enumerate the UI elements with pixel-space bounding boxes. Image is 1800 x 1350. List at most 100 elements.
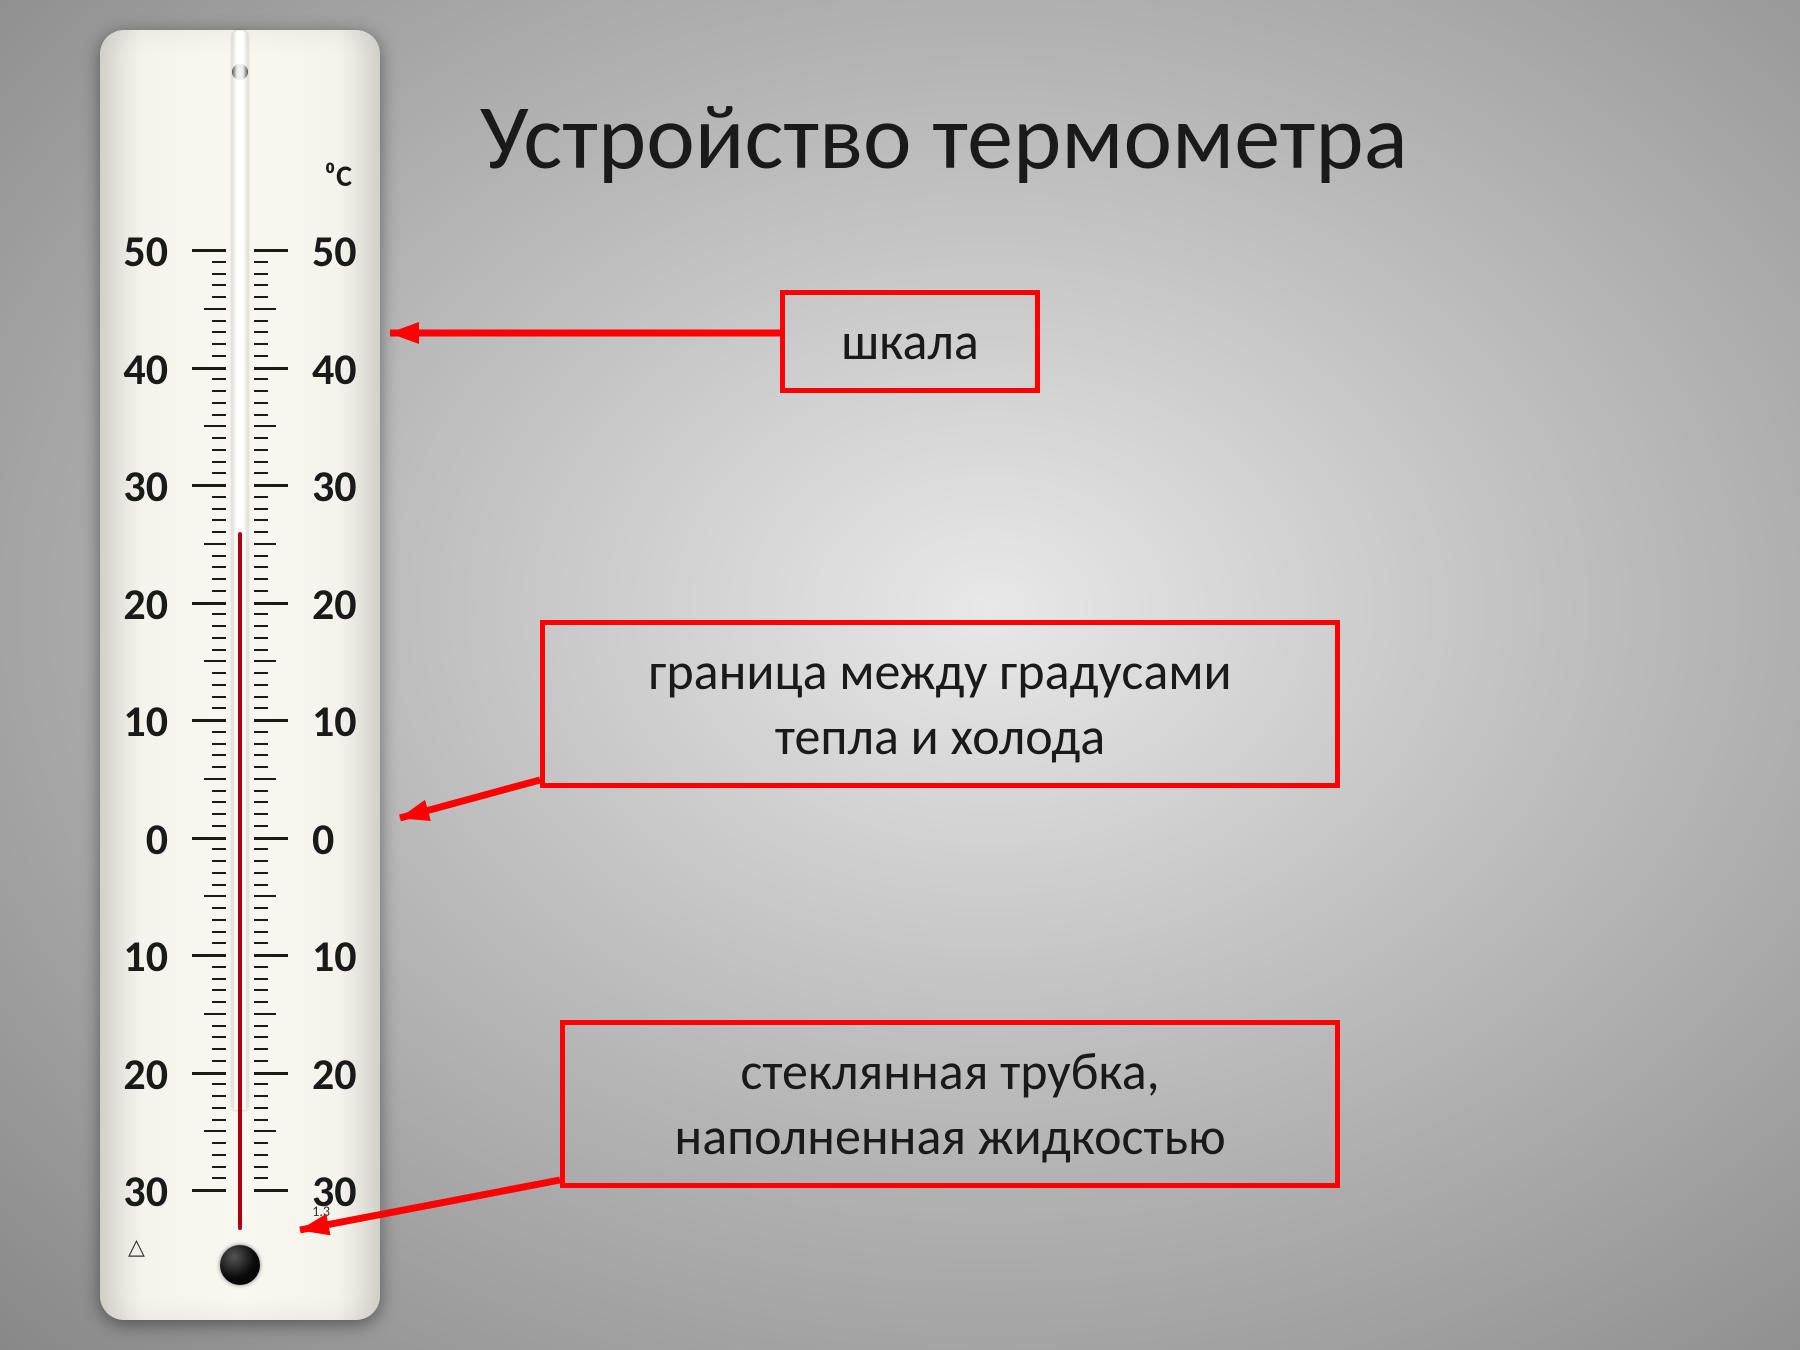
minor-tick [254, 813, 268, 815]
mid-tick [254, 1130, 276, 1132]
major-tick [192, 249, 226, 252]
minor-tick [254, 590, 268, 592]
scale-number: 10 [312, 929, 368, 983]
minor-tick [212, 825, 226, 827]
minor-tick [212, 578, 226, 580]
minor-tick [254, 672, 268, 674]
major-tick [192, 954, 226, 957]
minor-tick [212, 1154, 226, 1156]
minor-tick [212, 1048, 226, 1050]
minor-tick [254, 731, 268, 733]
major-tick [254, 1189, 288, 1192]
scale-number: 40 [112, 342, 168, 396]
minor-tick [254, 378, 268, 380]
minor-tick [254, 848, 268, 850]
minor-tick [254, 907, 268, 909]
minor-tick [254, 1177, 268, 1179]
minor-tick [254, 1083, 268, 1085]
mid-tick [254, 543, 276, 545]
minor-tick [212, 919, 226, 921]
minor-tick [212, 872, 226, 874]
minor-tick [254, 625, 268, 627]
mid-tick [254, 778, 276, 780]
mid-tick [254, 1013, 276, 1015]
minor-tick [254, 1060, 268, 1062]
minor-tick [254, 1154, 268, 1156]
minor-tick [254, 390, 268, 392]
scale-number: 10 [112, 694, 168, 748]
minor-tick [212, 1036, 226, 1038]
mid-tick [204, 425, 226, 427]
scale-number: 50 [112, 224, 168, 278]
mid-tick [204, 543, 226, 545]
major-tick [254, 837, 288, 840]
minor-tick [254, 414, 268, 416]
mid-tick [204, 778, 226, 780]
minor-tick [212, 801, 226, 803]
minor-tick [212, 942, 226, 944]
minor-tick [254, 931, 268, 933]
arrow-zero-boundary [400, 780, 540, 818]
minor-tick [212, 1095, 226, 1097]
thermometer: ⁰C 5050404030302020101000101020203030 △ … [100, 30, 380, 1320]
minor-tick [254, 790, 268, 792]
minor-tick [212, 1142, 226, 1144]
scale-number: 30 [112, 459, 168, 513]
major-tick [192, 1189, 226, 1192]
minor-tick [254, 496, 268, 498]
minor-tick [254, 978, 268, 980]
minor-tick [254, 461, 268, 463]
liquid-column [238, 532, 242, 1230]
minor-tick [254, 860, 268, 862]
minor-tick [254, 801, 268, 803]
mid-tick [204, 1130, 226, 1132]
minor-tick [254, 1001, 268, 1003]
minor-tick [212, 261, 226, 263]
major-tick [192, 484, 226, 487]
scale-number: 20 [112, 1047, 168, 1101]
mid-tick [254, 425, 276, 427]
minor-tick [212, 531, 226, 533]
minor-tick [254, 331, 268, 333]
label-zero-boundary: граница между градусамитепла и холода [540, 620, 1340, 788]
minor-tick [254, 613, 268, 615]
minor-tick [254, 1048, 268, 1050]
minor-tick [254, 884, 268, 886]
minor-tick [254, 989, 268, 991]
minor-tick [212, 613, 226, 615]
minor-tick [212, 414, 226, 416]
major-tick [254, 249, 288, 252]
mid-tick [204, 308, 226, 310]
minor-tick [254, 942, 268, 944]
scale-number: 30 [312, 459, 368, 513]
minor-tick [212, 296, 226, 298]
minor-tick [212, 390, 226, 392]
minor-tick [254, 1036, 268, 1038]
minor-tick [254, 555, 268, 557]
minor-tick [212, 343, 226, 345]
major-tick [254, 602, 288, 605]
mid-tick [204, 660, 226, 662]
minor-tick [254, 296, 268, 298]
mid-tick [254, 308, 276, 310]
major-tick [192, 602, 226, 605]
minor-tick [212, 1025, 226, 1027]
scale-number: 50 [312, 224, 368, 278]
minor-tick [212, 907, 226, 909]
minor-tick [212, 743, 226, 745]
minor-tick [254, 1095, 268, 1097]
minor-tick [254, 649, 268, 651]
minor-tick [212, 884, 226, 886]
minor-tick [254, 343, 268, 345]
minor-tick [254, 966, 268, 968]
major-tick [254, 719, 288, 722]
scale-number: 10 [312, 694, 368, 748]
thermometer-bulb [220, 1245, 260, 1285]
minor-tick [254, 566, 268, 568]
minor-tick [212, 790, 226, 792]
minor-tick [212, 931, 226, 933]
minor-tick [212, 707, 226, 709]
major-tick [254, 484, 288, 487]
scale-number: 30 [112, 1164, 168, 1218]
minor-tick [254, 320, 268, 322]
